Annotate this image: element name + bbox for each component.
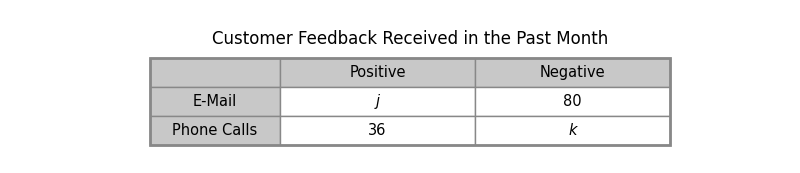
Bar xyxy=(150,58,670,145)
Bar xyxy=(150,87,280,116)
Text: j: j xyxy=(375,94,379,109)
Bar xyxy=(280,58,475,87)
Text: k: k xyxy=(569,123,577,138)
Text: 36: 36 xyxy=(368,123,386,138)
Text: Customer Feedback Received in the Past Month: Customer Feedback Received in the Past M… xyxy=(212,30,608,48)
Text: 80: 80 xyxy=(563,94,582,109)
Bar xyxy=(280,87,475,116)
Text: Phone Calls: Phone Calls xyxy=(172,123,258,138)
Bar xyxy=(150,58,280,87)
Bar xyxy=(150,116,280,145)
Text: Positive: Positive xyxy=(350,65,406,80)
Bar xyxy=(475,116,670,145)
Text: E-Mail: E-Mail xyxy=(193,94,237,109)
Bar xyxy=(475,87,670,116)
Text: Negative: Negative xyxy=(540,65,606,80)
Bar xyxy=(280,116,475,145)
Bar xyxy=(475,58,670,87)
